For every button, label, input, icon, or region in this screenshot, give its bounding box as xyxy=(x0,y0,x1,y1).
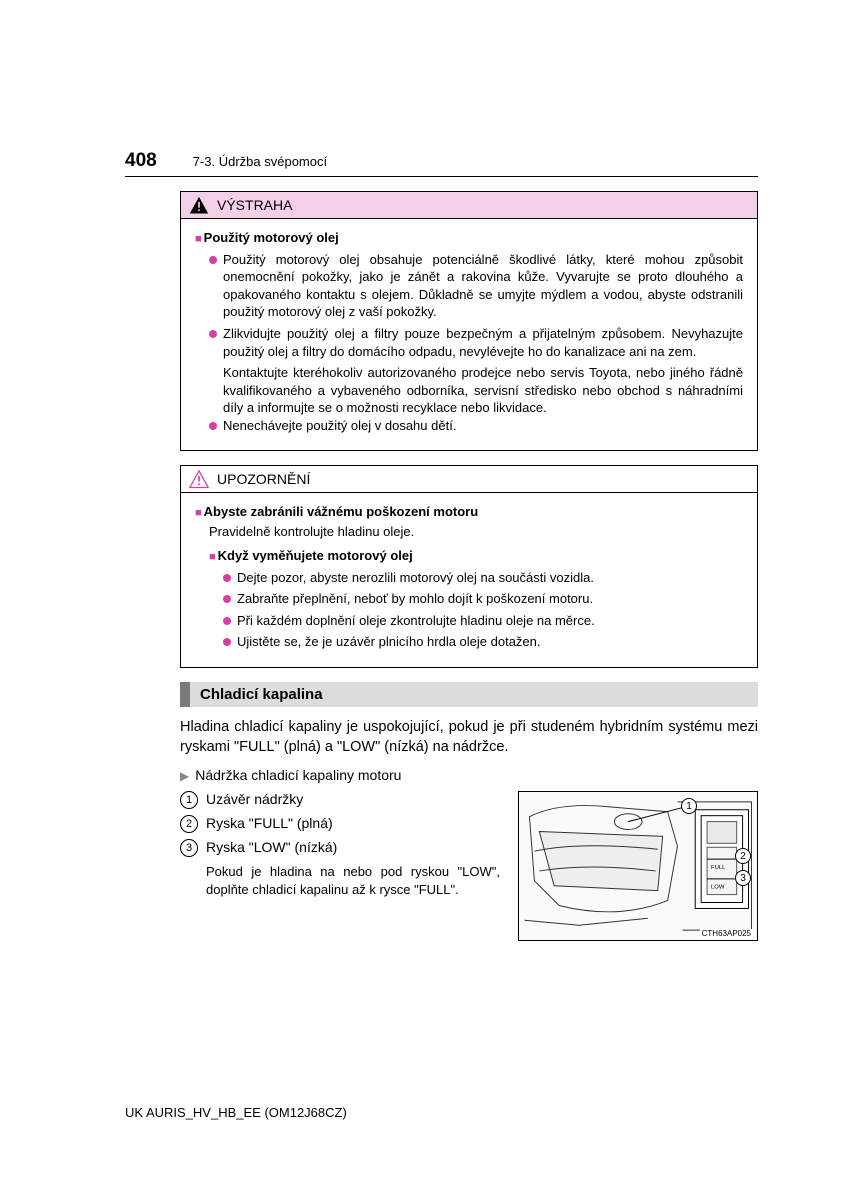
notice-triangle-icon xyxy=(189,470,209,488)
section-intro: Hladina chladicí kapaliny je uspokojujíc… xyxy=(180,717,758,758)
warning-bullet: Zlikvidujte použitý olej a filtry pouze … xyxy=(209,325,743,360)
notice-section-label: ■Když vyměňujete motorový olej xyxy=(209,547,743,565)
list-item: 2Ryska "FULL" (plná) xyxy=(180,815,500,833)
coolant-reservoir-diagram: FULL LOW 1 2 3 CTH63AP025 xyxy=(518,791,758,941)
section-title: Chladicí kapalina xyxy=(190,682,758,707)
warning-section-label: ■Použitý motorový olej xyxy=(195,229,743,247)
notice-bullet: Ujistěte se, že je uzávěr plnicího hrdla… xyxy=(223,633,743,651)
warning-header: VÝSTRAHA xyxy=(181,192,757,219)
warning-bullet: Použitý motorový olej obsahuje potenciál… xyxy=(209,251,743,321)
page-content: 408 7-3. Údržba svépomocí VÝSTRAHA ■Použ… xyxy=(0,0,848,941)
page-footer: UK AURIS_HV_HB_EE (OM12J68CZ) xyxy=(125,1105,347,1120)
notice-bullet: Při každém doplnění oleje zkontrolujte h… xyxy=(223,612,743,630)
page-header: 408 7-3. Údržba svépomocí xyxy=(125,150,758,177)
triangle-right-icon: ▶ xyxy=(180,769,189,783)
notice-title: UPOZORNĚNÍ xyxy=(217,471,310,487)
warning-body: ■Použitý motorový olej Použitý motorový … xyxy=(181,219,757,450)
section-heading-bar: Chladicí kapalina xyxy=(180,682,758,707)
notice-section-label: ■Abyste zabránili vážnému poškození moto… xyxy=(195,503,743,521)
svg-text:LOW: LOW xyxy=(711,885,725,891)
warning-title: VÝSTRAHA xyxy=(217,197,292,213)
section-note: Pokud je hladina na nebo pod ryskou "LOW… xyxy=(206,863,500,898)
page-number: 408 xyxy=(125,150,157,172)
section-accent xyxy=(180,682,190,707)
warning-bullet: Nenechávejte použitý olej v dosahu dětí. xyxy=(209,417,743,435)
warning-triangle-icon xyxy=(189,196,209,214)
notice-box: UPOZORNĚNÍ ■Abyste zabránili vážnému poš… xyxy=(180,465,758,667)
warning-bullet-continuation: Kontaktujte kteréhokoliv autorizovaného … xyxy=(223,364,743,417)
notice-body: ■Abyste zabránili vážnému poškození moto… xyxy=(181,493,757,666)
diagram-reference: CTH63AP025 xyxy=(700,929,753,938)
notice-header: UPOZORNĚNÍ xyxy=(181,466,757,493)
numbered-list: 1Uzávěr nádržky 2Ryska "FULL" (plná) 3Ry… xyxy=(180,791,500,941)
warning-box: VÝSTRAHA ■Použitý motorový olej Použitý … xyxy=(180,191,758,451)
notice-bullet: Dejte pozor, abyste nerozlili motorový o… xyxy=(223,569,743,587)
section-subheading: ▶Nádržka chladicí kapaliny motoru xyxy=(180,767,758,783)
svg-text:FULL: FULL xyxy=(711,865,726,871)
list-item: 3Ryska "LOW" (nízká) xyxy=(180,839,500,857)
coolant-content-row: 1Uzávěr nádržky 2Ryska "FULL" (plná) 3Ry… xyxy=(180,791,758,941)
breadcrumb: 7-3. Údržba svépomocí xyxy=(193,154,327,169)
list-item: 1Uzávěr nádržky xyxy=(180,791,500,809)
notice-bullet: Zabraňte přeplnění, neboť by mohlo dojít… xyxy=(223,590,743,608)
notice-plain-text: Pravidelně kontrolujte hladinu oleje. xyxy=(209,523,743,541)
